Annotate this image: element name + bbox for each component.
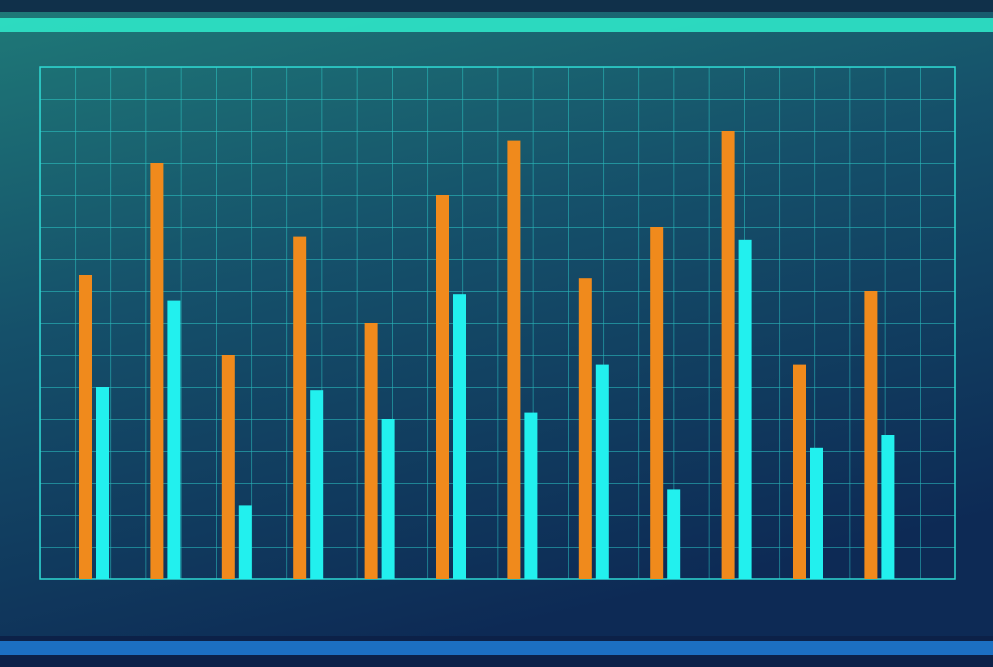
bar (738, 239, 752, 580)
bar (864, 291, 878, 579)
bar (150, 163, 164, 579)
bar (79, 275, 92, 579)
bar (721, 131, 735, 579)
bar (293, 236, 307, 579)
bar (167, 300, 181, 579)
bar (507, 140, 521, 579)
bar (238, 505, 252, 579)
bar (381, 419, 395, 579)
bars (79, 131, 895, 580)
bar (221, 355, 235, 579)
bar (436, 195, 449, 579)
bar (793, 364, 806, 579)
bar (96, 387, 109, 579)
bar (881, 435, 895, 579)
bar (650, 227, 664, 579)
bar (453, 294, 466, 579)
bottom-glow-bar (0, 641, 993, 655)
bar (524, 412, 538, 579)
bar (595, 364, 609, 579)
bar (578, 278, 592, 579)
top-glow-bar (0, 18, 993, 32)
bar (667, 489, 681, 579)
bar (810, 447, 823, 579)
bar (364, 323, 378, 579)
bar (310, 390, 324, 579)
top-edge (0, 0, 993, 12)
plot-frame (39, 66, 956, 580)
